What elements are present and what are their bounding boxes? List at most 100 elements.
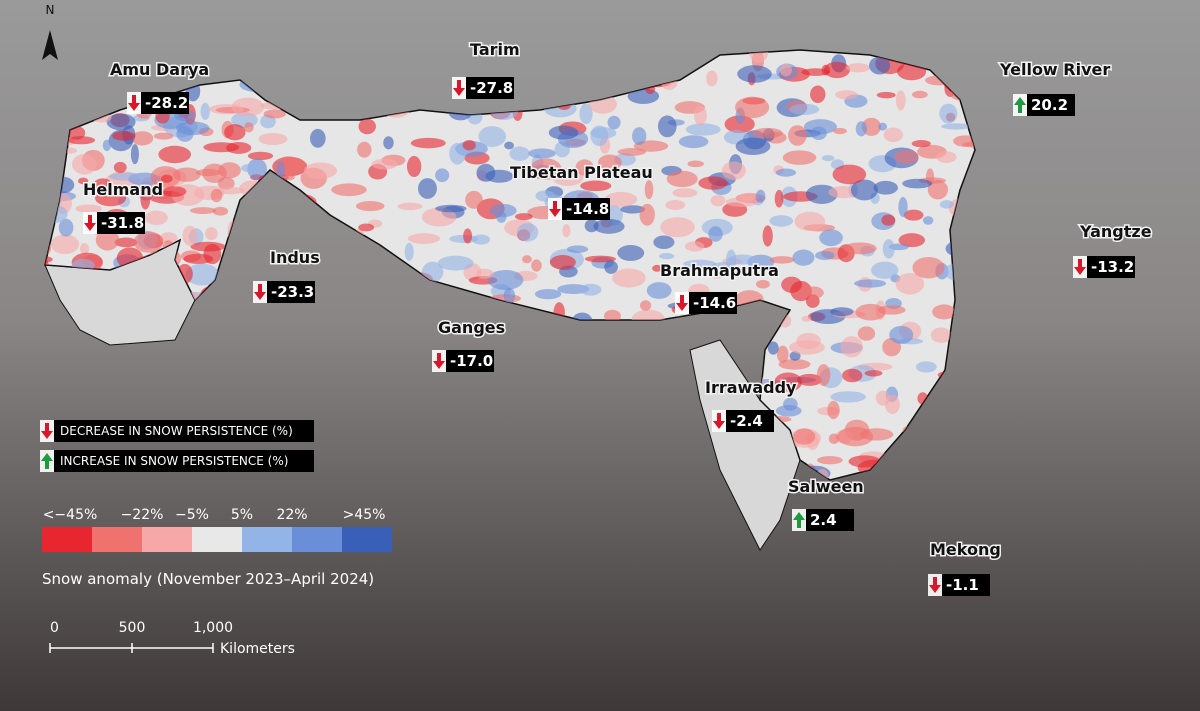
anomaly-patch	[580, 283, 602, 296]
anomaly-patch	[240, 163, 261, 173]
anomaly-patch	[200, 102, 210, 121]
anomaly-patch	[805, 184, 838, 204]
colorbar-label: <−45%	[43, 507, 98, 523]
anomaly-patch	[205, 227, 218, 241]
anomaly-patch	[912, 256, 945, 279]
anomaly-patch	[590, 125, 609, 147]
anomaly-patch	[465, 190, 483, 209]
basin-name: Tarim	[470, 40, 520, 59]
anomaly-patch	[303, 162, 338, 179]
colorbar-label: 5%	[231, 507, 253, 523]
increase-arrow	[793, 512, 805, 528]
anomaly-patch	[487, 269, 524, 290]
north-label: N	[46, 3, 55, 17]
anomaly-patch	[437, 255, 474, 271]
anomaly-patch	[133, 231, 164, 253]
anomaly-patch	[830, 391, 866, 403]
anomaly-patch	[79, 243, 90, 255]
anomaly-patch	[769, 215, 794, 227]
value-box	[726, 410, 774, 432]
basin-labels: Amu Darya -28.2 Tarim -27.8 Yellow River 20.2…	[82, 39, 1153, 596]
anomaly-patch	[735, 137, 771, 156]
anomaly-patch	[144, 190, 153, 199]
anomaly-patch	[114, 237, 138, 248]
anomaly-patch	[644, 180, 654, 200]
increase-arrow	[1014, 97, 1026, 113]
anomaly-patch	[216, 187, 245, 195]
anomaly-patch	[476, 163, 496, 182]
anomaly-patch	[788, 125, 807, 146]
value-box	[1087, 256, 1135, 278]
anomaly-patch	[735, 96, 770, 119]
anomaly-patch	[694, 105, 707, 126]
basin-name: Irrawaddy	[705, 378, 797, 397]
anomaly-patch	[895, 90, 906, 111]
anomaly-patch	[756, 279, 770, 289]
anomaly-patch	[130, 144, 139, 165]
anomaly-patch	[875, 390, 891, 406]
anomaly-patch	[861, 117, 882, 136]
value-box	[141, 92, 189, 114]
anomaly-patch	[210, 188, 223, 203]
basin-label: Mekong -1.1	[928, 539, 1002, 596]
anomaly-patch	[842, 368, 863, 383]
anomaly-patch	[580, 180, 612, 192]
anomaly-patch	[941, 123, 972, 130]
legend-box	[54, 420, 314, 442]
basin-label: Yellow River 20.2	[998, 59, 1112, 116]
colorbar-swatch	[292, 527, 342, 552]
anomaly-patch	[421, 261, 444, 283]
anomaly-patch	[182, 225, 198, 246]
anomaly-patch	[889, 325, 914, 344]
anomaly-patch	[775, 405, 802, 417]
decrease-arrow	[84, 215, 96, 231]
anomaly-patch	[830, 307, 854, 317]
anomaly-patch	[72, 153, 97, 175]
anomaly-patch	[789, 103, 820, 115]
anomaly-patch	[562, 224, 571, 238]
legend-text: INCREASE IN SNOW PERSISTENCE (%)	[60, 454, 288, 468]
anomaly-patch	[176, 121, 210, 136]
anomaly-patch	[112, 130, 136, 141]
anomaly-patch	[358, 223, 375, 232]
anomaly-patch	[476, 268, 494, 279]
value-box	[446, 350, 494, 372]
decrease-arrow	[433, 353, 445, 369]
anomaly-patch	[212, 206, 229, 216]
anomaly-patch	[579, 103, 593, 125]
anomaly-patch	[231, 97, 265, 117]
legend-title: Snow anomaly (November 2023–April 2024)	[42, 570, 374, 588]
anomaly-patch	[593, 218, 625, 234]
basin-name: Indus	[270, 248, 320, 267]
basin-value: -14.6	[693, 294, 736, 312]
anomaly-patch	[575, 159, 594, 176]
scale-label: 0	[50, 620, 59, 636]
anomaly-patch	[276, 160, 285, 180]
anomaly-patch	[685, 123, 721, 136]
anomaly-patch	[846, 63, 871, 73]
anomaly-patch	[109, 172, 143, 181]
anomaly-patch	[930, 327, 952, 343]
anomaly-patch	[435, 168, 450, 183]
anomaly-patch	[173, 167, 201, 182]
colorbar-label: −22%	[121, 507, 164, 523]
anomaly-patch	[794, 211, 826, 232]
anomaly-patch	[708, 267, 724, 279]
anomaly-patch	[660, 217, 695, 238]
value-box	[689, 292, 737, 314]
anomaly-patch	[93, 178, 113, 193]
anomaly-patch	[463, 228, 473, 244]
decrease-arrow	[713, 413, 725, 429]
anomaly-patch	[153, 132, 174, 140]
anomaly-patch	[936, 151, 957, 163]
anomaly-patch	[258, 133, 288, 146]
anomaly-patch	[894, 149, 919, 164]
anomaly-patch	[549, 255, 576, 270]
basin-name: Amu Darya	[110, 60, 209, 79]
decrease-arrow	[929, 577, 941, 593]
basin-value: -13.2	[1091, 258, 1134, 276]
anomaly-patch	[98, 195, 113, 203]
scale-label: 500	[119, 620, 146, 636]
basin-name: Salween	[788, 477, 864, 496]
anomaly-patch	[145, 210, 168, 226]
